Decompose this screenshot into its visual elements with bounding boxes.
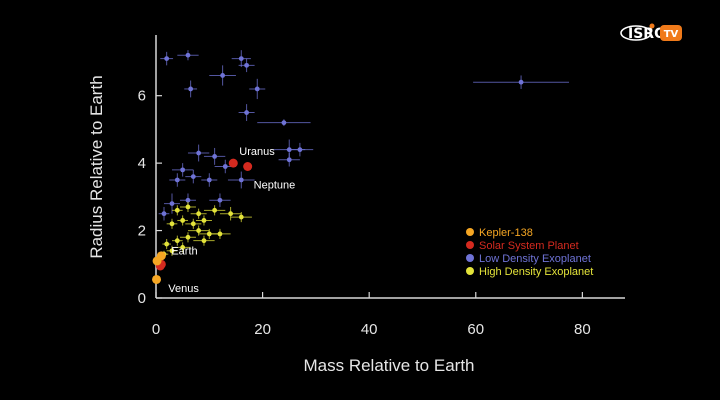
point-label: Uranus [239, 146, 275, 158]
legend-marker [466, 241, 474, 249]
data-point [190, 174, 196, 180]
data-point [297, 147, 303, 153]
plot-area: 0 20 40 60 80 0 2 4 6 [138, 35, 625, 338]
point-label: Earth [171, 245, 197, 257]
data-point [169, 221, 175, 227]
data-point [518, 79, 524, 85]
y-axis-label: Radius Relative to Earth [87, 75, 106, 258]
point-label: Venus [168, 283, 199, 295]
legend-label: Solar System Planet [479, 240, 579, 252]
data-point [169, 201, 175, 206]
y-tick-label: 4 [138, 155, 146, 172]
data-point [196, 150, 202, 156]
legend-label: High Density Exoplanet [479, 266, 593, 278]
data-layer: Uranus Neptune Earth Venus [152, 50, 570, 295]
data-point [164, 56, 170, 62]
data-point [243, 162, 253, 171]
isro-tv-logo: ISRO TV [620, 23, 682, 42]
legend-marker [466, 267, 474, 275]
point-label: Neptune [254, 180, 296, 192]
series-kepler-138 [152, 251, 166, 284]
data-point [185, 52, 191, 58]
data-point [244, 110, 250, 115]
data-point [238, 177, 244, 183]
data-point [196, 211, 202, 217]
x-tick-label: 0 [152, 321, 160, 338]
data-point [188, 86, 194, 92]
data-point [238, 56, 244, 62]
data-point [180, 245, 186, 250]
data-point [152, 274, 162, 284]
data-point [244, 62, 250, 68]
legend-label: Low Density Exoplanet [479, 253, 591, 265]
x-tick-label: 40 [361, 321, 378, 338]
data-point [196, 228, 202, 233]
data-point [222, 164, 228, 169]
data-point [185, 197, 191, 203]
data-point [174, 177, 180, 183]
x-tick-label: 60 [467, 321, 484, 338]
data-point [254, 86, 260, 92]
data-point [206, 177, 212, 183]
data-point [220, 73, 226, 78]
data-point [201, 218, 207, 223]
data-point [169, 248, 175, 254]
data-point [201, 238, 207, 244]
data-point [228, 211, 234, 217]
data-point [212, 153, 218, 159]
data-point [180, 218, 186, 223]
data-point [174, 207, 180, 213]
y-tick-label: 6 [138, 88, 146, 105]
data-point [217, 231, 223, 237]
series-high-density-exoplanet [159, 201, 252, 258]
data-point [228, 158, 238, 168]
data-point [185, 234, 191, 240]
data-point [174, 238, 180, 244]
data-point [281, 120, 287, 126]
svg-text:TV: TV [664, 29, 679, 40]
data-point [190, 221, 196, 227]
data-point [238, 214, 244, 220]
data-point [180, 167, 186, 173]
legend-label: Kepler-138 [479, 227, 533, 239]
data-point [212, 207, 218, 213]
series-solar-system-planet: Uranus Neptune Earth Venus [155, 146, 296, 295]
legend-marker [466, 254, 474, 262]
y-tick-label: 2 [138, 223, 146, 240]
data-point [161, 211, 167, 217]
x-axis-label: Mass Relative to Earth [303, 356, 474, 375]
data-point [217, 197, 223, 203]
data-point [185, 204, 191, 210]
x-tick-label: 20 [254, 321, 271, 338]
legend-marker [466, 228, 474, 236]
x-tick-label: 80 [574, 321, 591, 338]
y-tick-label: 0 [138, 290, 146, 307]
svg-text:ISRO: ISRO [628, 26, 666, 42]
series-low-density-exoplanet [158, 50, 570, 221]
data-point [164, 241, 170, 247]
data-point [286, 157, 292, 163]
data-point [152, 256, 162, 266]
